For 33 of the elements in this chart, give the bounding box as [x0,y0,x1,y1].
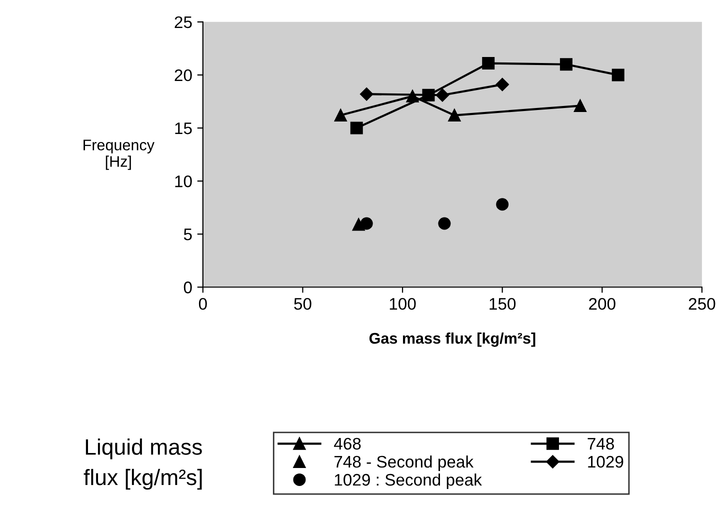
point [560,58,572,71]
point [350,122,363,134]
y-tick-label: 5 [184,228,192,240]
legend-label: 1029 : Second peak [334,473,482,490]
y-axis-title: Frequency [Hz] [84,140,154,170]
x-tick-label: 100 [390,298,416,310]
point [496,78,509,92]
point [360,217,373,230]
y-tick-label: 0 [184,282,192,294]
y-tick-label: 15 [175,122,192,134]
point [448,109,461,122]
point [436,88,450,102]
legend-label: 468 [334,438,361,450]
x-tick-label: 50 [294,298,312,310]
point [360,87,374,101]
x-tick-label: 250 [688,298,716,310]
point [334,109,347,122]
x-axis-title: Gas mass flux [kg/m²s] [369,332,536,347]
legend-label: 748 - Second peak [334,455,474,471]
y-tick-label: 10 [175,175,192,188]
point [612,68,624,82]
point [496,198,509,211]
x-tick-label: 200 [589,298,616,310]
x-tick-label: 150 [490,298,516,310]
point [574,99,586,112]
x-tick-label: 0 [198,298,207,310]
legend-label: 1029 [588,456,624,468]
y-tick-label: 20 [174,69,192,82]
point [438,217,451,230]
legend-label: 748 [588,438,614,450]
legend-title: Liquid mass flux [kg/m²s] [84,438,202,490]
point [482,57,495,70]
y-tick-label: 25 [174,16,192,28]
